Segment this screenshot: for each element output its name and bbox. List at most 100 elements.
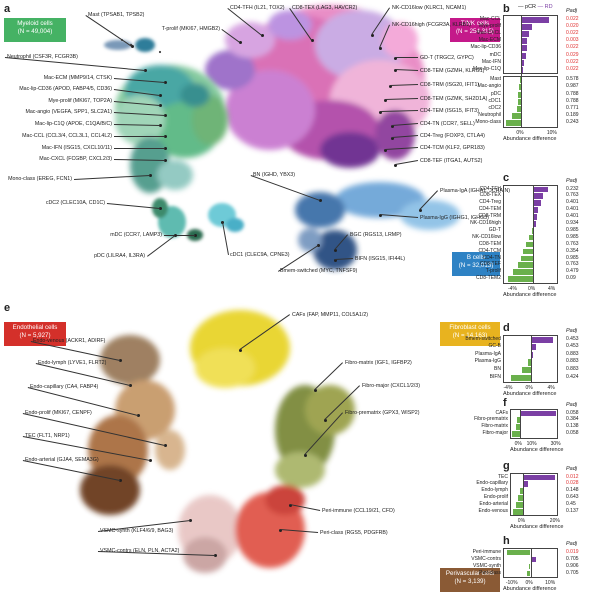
cluster-label: BIFN (ISG15, IFI44L) [355,256,406,262]
padj-value: 0.401 [566,199,579,206]
category-tnk: T/NK cells (N = 254,315) [450,18,500,42]
padj-value: 0.985 [566,254,579,261]
bar-mark [512,431,520,437]
panel-label-c: c [503,172,510,184]
cluster-dot [318,198,322,202]
padj-value: 0.058 [566,409,579,416]
bar-mark [518,91,522,98]
bar-category-label: Bmem-switched [465,335,501,342]
cluster-dot [383,148,387,152]
bar-legend: — pCR — RD [518,4,553,10]
bar-category-label: mDC [489,51,501,58]
padj-header: Padj [566,466,578,472]
padj-value: 0.705 [566,569,579,576]
bar-mark [522,474,555,481]
cluster-dot [316,243,320,247]
bar-chart-frame [510,409,558,439]
bar-category-label: BN [494,365,501,372]
cluster-label: Endo-capillary (CA4, FABP4) [30,384,99,390]
cluster-dot [238,40,242,44]
bar-category-label: Mast [490,76,501,83]
bar-mark [533,207,538,213]
bar-category-label: Plasma-IgA [475,350,501,357]
cluster-label: CD4-Treg (FOXP3, CTLA4) [420,133,485,139]
bar-mark [521,38,528,45]
bar-mark [521,30,529,37]
bar-mark [519,488,523,494]
bar-category-label: CD8-TEM [478,240,501,247]
cluster-label: Mac-CCL (CCL3/4, CCL3L1, CCL4L2) [22,133,112,139]
padj-value: 0.029 [566,51,579,58]
cluster-dot [158,123,162,127]
bar-mark [522,481,528,488]
bar-category-label: pDC [490,90,501,97]
cluster-dot [393,163,397,167]
axis-title: Abundance difference [503,291,557,298]
cluster-leader-line [114,136,165,137]
bar-category-label: CD4-TCM [478,247,502,254]
padj-header: Padj [566,178,578,184]
cluster-label: Endo-lymph (LYVE1, FLRT2) [38,360,107,366]
padj-value: 0.232 [566,185,579,192]
cluster-label: Fibro-prematrix (GPX3, WISP2) [345,410,420,416]
bar-category-label: cDC1 [488,97,501,104]
zero-line [519,409,521,439]
legend-pcr: — pCR [518,4,538,10]
cluster-label: Plasma-IgG (IGHG1, IGHG3) [420,215,489,221]
zero-line [530,548,532,578]
cluster-label: Bmem-switched (MYC, TNFSF9) [280,268,358,274]
cluster-label: CD8-TEX (LAG3, HAVCR2) [292,5,358,11]
bar-category-label: NK-CD16low [472,233,501,240]
cluster-label: T-prolif (MKI67, HMGB2) [161,26,220,32]
bar-category-label: Mac-CXCL [476,29,501,36]
cluster-dot [390,124,394,128]
bar-mark [508,276,533,282]
padj-header: Padj [566,8,578,14]
bar-mark [529,234,533,241]
cluster-label: Fibro-matrix (IGF1, IGFBP2) [345,360,412,366]
bar-category-label: Mac-IFN [481,58,501,65]
category-peri-name: Perivascular cells [445,570,495,577]
bar-category-label: Endo-arterial [479,501,508,508]
axis-title: Abundance difference [503,136,557,142]
cluster-dot [148,458,152,462]
bar-category-label: CD4-TEM [478,206,501,213]
category-endo-count: (N = 5,927) [19,331,51,339]
bar-category-label: Peri-immune [472,548,501,555]
bar-category-label: Mac-angio [477,83,501,90]
tick-label: 0% [528,285,536,292]
axis-title: Abundance difference [503,586,557,592]
cluster-label: Mono-class (EREG, FCN1) [8,176,72,182]
bar-category-label: Fibro-major [482,430,508,437]
padj-value: 0.788 [566,90,579,97]
cluster-dot [213,553,217,557]
bar-category-label: TEC [498,473,508,480]
panel-label-a: a [4,3,11,15]
cluster-dot [260,33,264,37]
tick-label: 4% [548,285,556,292]
padj-value: 0.012 [566,473,579,480]
cluster-dot [378,110,382,114]
padj-value: 0.985 [566,226,579,233]
cluster-label: CD8-TEM (GZMK, SH2D1A) [420,96,488,102]
bar-category-label: CD4-TN [482,254,501,261]
cluster-label: BN (IGHD, YBX3) [253,172,295,178]
bar-category-label: Fibro-prematrix [474,416,508,423]
padj-value: 0.020 [566,22,579,29]
bar-category-label: CD8-TEM2 [475,275,501,282]
cluster-dot [118,358,122,362]
bar-mark [519,77,522,84]
cluster-label: CAFs (FAP, MMP11, COL5A1/2) [292,312,369,318]
cluster-dot [378,46,382,50]
padj-value: 0.022 [566,15,579,22]
cluster-dot [313,388,317,392]
bar-category-label: Endo-lymph [481,487,508,494]
padj-value: 0.148 [566,487,579,494]
padj-header: Padj [566,541,578,547]
bar-mark [517,417,520,424]
bar-category-label: CAFs [495,409,509,416]
padj-value: 0.987 [566,83,579,90]
cluster-label: VSMC-contrs (ELN, PLN, ACTA2) [100,548,180,554]
padj-value: 0.003 [566,37,579,44]
bar-category-label: Endo-prolif [483,494,508,501]
